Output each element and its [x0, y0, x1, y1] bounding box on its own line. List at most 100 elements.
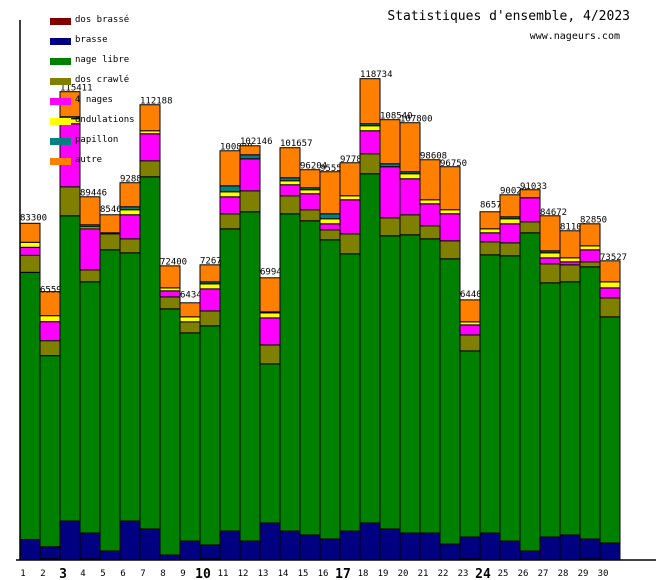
x-tick-label: 23 [458, 569, 469, 579]
bar-segment-dos-crawlé [459, 334, 481, 352]
bar-segment-nage-libre [319, 239, 341, 540]
bar-segment-nage-libre [559, 281, 581, 536]
legend-swatch [50, 158, 71, 165]
bar-segment-nage-libre [299, 220, 321, 536]
bar-segment-4-nages [19, 246, 41, 256]
bar-segment-nage-libre [199, 325, 221, 546]
bar-segment-4-nages [379, 166, 401, 219]
bar-segment-4-nages [399, 178, 421, 216]
bar-segment-dos-crawlé [99, 233, 121, 251]
bar-segment-dos-crawlé [139, 160, 161, 178]
bar-segment-nage-libre [239, 211, 261, 542]
bar-segment-4-nages [159, 290, 181, 298]
bar-total-label: 72400 [160, 258, 187, 268]
bar-total-label: 97789 [340, 155, 367, 165]
chart-title: Statistiques d'ensemble, 4/2023 [387, 9, 630, 24]
bar-segment-4-nages [139, 133, 161, 162]
x-tick-label: 2 [40, 569, 45, 579]
bar-total-label: 107800 [400, 114, 433, 124]
bar-segment-nage-libre [439, 258, 461, 545]
bar-total-label: 81100 [560, 222, 587, 232]
bar-segment-nage-libre [59, 215, 81, 522]
bar-segment-4-nages [579, 249, 601, 263]
x-tick-label: 17 [335, 567, 351, 580]
bar-segment-brasse [259, 522, 281, 561]
bar-total-label: 64405 [460, 290, 487, 300]
bar-segment-autre [219, 150, 241, 187]
bar-segment-nage-libre [39, 355, 61, 548]
bar-segment-nage-libre [219, 228, 241, 532]
bar-segment-brasse [59, 520, 81, 561]
bar-segment-nage-libre [79, 281, 101, 534]
bar-total-label: 82850 [580, 215, 607, 225]
bar-segment-4-nages [539, 257, 561, 265]
bar-segment-dos-crawlé [199, 310, 221, 327]
x-tick-label: 19 [378, 569, 389, 579]
bar-segment-brasse [79, 532, 101, 560]
x-tick-label: 3 [59, 567, 67, 580]
bar-segment-nage-libre [279, 213, 301, 532]
bar-segment-autre [299, 169, 321, 189]
bar-segment-ondulations [339, 195, 361, 201]
bar-segment-autre [159, 265, 181, 289]
x-tick-label: 7 [140, 569, 145, 579]
bar-segment-dos-crawlé [519, 221, 541, 234]
bar-segment-brasse [379, 528, 401, 561]
bar-segment-ondulations [359, 125, 381, 132]
bar-segment-autre [599, 260, 621, 283]
bar-segment-dos-crawlé [359, 153, 381, 175]
bar-total-label: 91033 [520, 182, 547, 192]
bar-segment-4-nages [279, 184, 301, 197]
bar-total-label: 100880 [220, 142, 253, 152]
bar-segment-4-nages [299, 193, 321, 211]
bar-segment-brasse [359, 522, 381, 561]
bar-segment-autre [79, 196, 101, 226]
bar-total-label: 92880 [120, 175, 147, 185]
bar-segment-dos-crawlé [319, 229, 341, 241]
bar-total-label: 112188 [140, 97, 173, 107]
bar-segment-brasse [319, 538, 341, 561]
x-tick-label: 9 [180, 569, 185, 579]
bar-segment-4-nages [359, 130, 381, 155]
legend-swatch [50, 58, 71, 65]
bar-segment-brasse [99, 550, 121, 561]
x-tick-label: 25 [498, 569, 509, 579]
x-tick-label: 12 [238, 569, 249, 579]
bar-segment-brasse [559, 534, 581, 561]
bar-segment-autre [319, 171, 341, 215]
legend-label: 4 nages [75, 95, 113, 105]
bar-segment-brasse [539, 536, 561, 561]
bar-segment-autre [199, 264, 221, 283]
bar-segment-autre [19, 222, 41, 243]
bar-segment-autre [479, 211, 501, 230]
bar-segment-4-nages [439, 213, 461, 242]
bar-segment-ondulations [559, 257, 581, 263]
bar-segment-dos-crawlé [19, 254, 41, 273]
bar-segment-brasse [139, 528, 161, 561]
bar-segment-autre [379, 119, 401, 165]
x-tick-label: 1 [20, 569, 25, 579]
bar-segment-nage-libre [459, 350, 481, 538]
bar-segment-nage-libre [519, 232, 541, 552]
bar-segment-dos-crawlé [219, 213, 241, 230]
bar-segment-ondulations [259, 312, 281, 319]
x-tick-label: 24 [475, 567, 491, 580]
bar-segment-autre [399, 122, 421, 173]
bar-segment-dos-crawlé [379, 217, 401, 237]
legend-label: dos crawlé [75, 75, 130, 85]
x-tick-label: 27 [538, 569, 549, 579]
bar-segment-4-nages [479, 232, 501, 243]
bar-segment-brasse [599, 542, 621, 561]
x-tick-label: 30 [598, 569, 609, 579]
bar-segment-dos-crawlé [159, 296, 181, 310]
x-tick-label: 10 [195, 567, 211, 580]
bar-segment-autre [539, 215, 561, 252]
bar-segment-dos-crawlé [79, 269, 101, 283]
bar-segment-dos-crawlé [599, 297, 621, 318]
bar-segment-dos-crawlé [559, 264, 581, 283]
bar-segment-dos-crawlé [399, 214, 421, 236]
x-tick-label: 11 [218, 569, 229, 579]
bar-segment-brasse [519, 550, 541, 561]
